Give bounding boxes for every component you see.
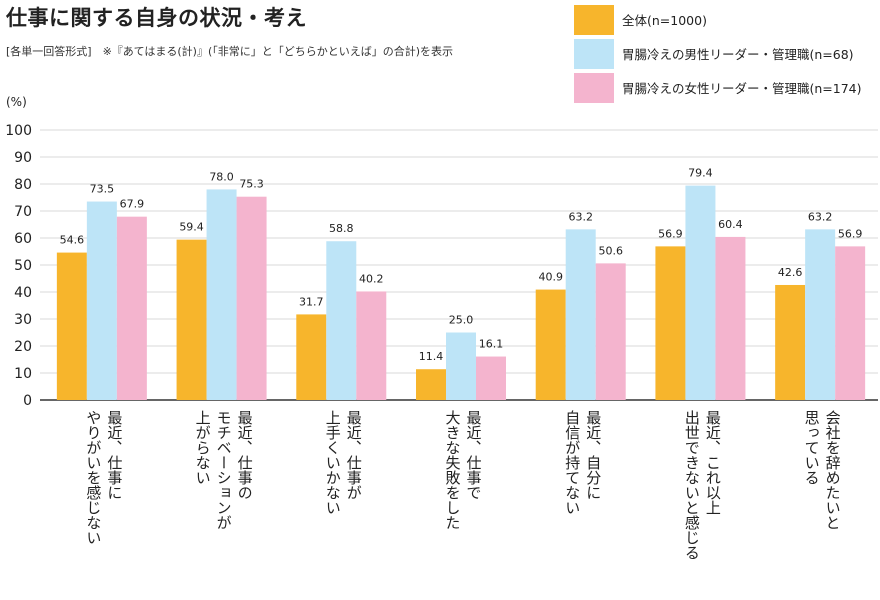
- category-label: モチベーションが: [215, 410, 233, 530]
- bar: [835, 246, 866, 400]
- data-label: 54.6: [60, 234, 85, 247]
- bar: [805, 229, 836, 400]
- category-label: 最近、仕事に: [105, 410, 123, 500]
- data-label: 25.0: [449, 314, 474, 327]
- y-tick-label: 80: [14, 177, 32, 193]
- bar: [296, 314, 327, 400]
- data-label: 63.2: [808, 210, 833, 223]
- category-label: 出世できないと感じる: [683, 410, 701, 560]
- legend-swatch-total: [574, 4, 614, 35]
- data-label: 40.9: [538, 271, 563, 284]
- category-label: 会社を辞めたいと: [824, 410, 842, 530]
- data-label: 73.5: [90, 183, 115, 196]
- y-tick-label: 90: [14, 150, 32, 166]
- y-tick-label: 40: [14, 285, 32, 301]
- category-label: 上手くいかない: [324, 410, 342, 515]
- chart-title: 仕事に関する自身の状況・考え: [6, 6, 307, 30]
- bar: [176, 239, 207, 400]
- bar: [715, 236, 746, 400]
- bar: [775, 284, 806, 400]
- y-tick-label: 100: [5, 123, 32, 139]
- bar: [535, 289, 566, 400]
- chart-subtitle: [各単一回答形式] ※『あてはまる(計)』(「非常に」と「どちらかといえば」の合…: [6, 45, 454, 58]
- y-axis-unit: (%): [6, 95, 27, 109]
- legend-label-total: 全体(n=1000): [622, 13, 707, 28]
- data-label: 11.4: [419, 350, 444, 363]
- legend-swatch-male: [574, 38, 614, 69]
- legend-swatch-female: [574, 72, 614, 103]
- category-label: 最近、仕事の: [236, 410, 254, 500]
- y-tick-label: 0: [23, 393, 32, 409]
- y-tick-label: 70: [14, 204, 32, 220]
- bar: [446, 332, 476, 400]
- bar: [56, 252, 87, 400]
- y-tick-label: 30: [14, 312, 32, 328]
- bar: [326, 241, 357, 400]
- legend: 全体(n=1000) 胃腸冷えの男性リーダー・管理職(n=68) 胃腸冷えの女性…: [574, 4, 874, 106]
- category-label: 最近、これ以上: [704, 410, 722, 515]
- bar: [206, 189, 237, 400]
- legend-label-female: 胃腸冷えの女性リーダー・管理職(n=174): [622, 81, 862, 96]
- data-label: 79.4: [688, 167, 713, 180]
- data-label: 63.2: [568, 210, 593, 223]
- category-label: やりがいを感じない: [84, 410, 102, 545]
- category-label: 上がらない: [194, 410, 212, 485]
- bar: [356, 291, 387, 400]
- legend-item-total: 全体(n=1000): [574, 4, 874, 35]
- data-label: 31.7: [299, 295, 324, 308]
- bar: [116, 216, 147, 400]
- category-label: 大きな失敗をした: [444, 410, 462, 530]
- bar: [236, 196, 267, 400]
- bar: [86, 201, 117, 400]
- data-label: 42.6: [778, 266, 803, 279]
- legend-item-male: 胃腸冷えの男性リーダー・管理職(n=68): [574, 38, 874, 69]
- legend-label-male: 胃腸冷えの男性リーダー・管理職(n=68): [622, 47, 854, 62]
- bar: [685, 185, 716, 400]
- data-label: 56.9: [658, 227, 683, 240]
- legend-item-female: 胃腸冷えの女性リーダー・管理職(n=174): [574, 72, 874, 103]
- bar: [416, 369, 446, 400]
- bar: [595, 263, 626, 400]
- bar: [565, 229, 596, 400]
- data-label: 75.3: [239, 178, 264, 191]
- category-label: 自信が持てない: [563, 410, 581, 515]
- data-label: 16.1: [479, 338, 504, 351]
- y-tick-label: 50: [14, 258, 32, 274]
- data-label: 58.8: [329, 222, 354, 235]
- data-label: 40.2: [359, 272, 384, 285]
- y-tick-label: 10: [14, 366, 32, 382]
- category-label: 最近、自分に: [584, 410, 602, 500]
- y-tick-label: 60: [14, 231, 32, 247]
- bar: [655, 246, 686, 400]
- category-label: 最近、仕事で: [465, 410, 483, 500]
- data-label: 50.6: [598, 244, 623, 257]
- bar: [476, 356, 506, 400]
- data-label: 67.9: [120, 198, 145, 211]
- data-label: 78.0: [209, 170, 234, 183]
- category-label: 思っている: [803, 410, 821, 485]
- category-label: 最近、仕事が: [345, 410, 363, 500]
- data-label: 56.9: [838, 227, 863, 240]
- data-label: 60.4: [718, 218, 743, 231]
- y-tick-label: 20: [14, 339, 32, 355]
- data-label: 59.4: [179, 221, 204, 234]
